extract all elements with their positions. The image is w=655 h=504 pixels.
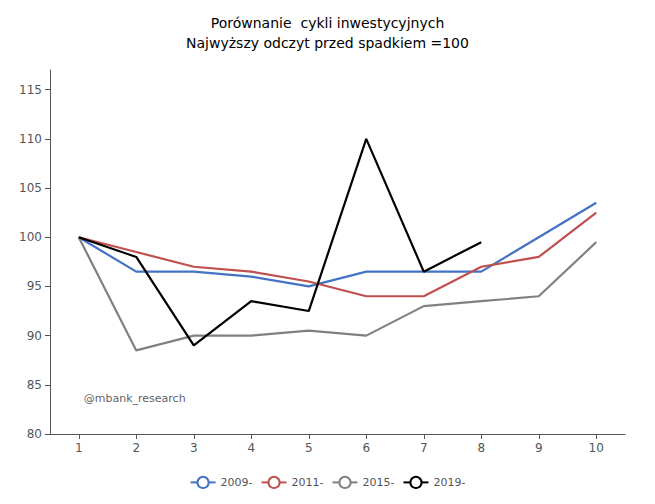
svg-text:@mbank_research: @mbank_research — [84, 392, 186, 405]
svg-text:9: 9 — [535, 441, 543, 455]
svg-text:10: 10 — [589, 441, 604, 455]
svg-text:2011-: 2011- — [292, 476, 324, 489]
svg-text:110: 110 — [19, 132, 42, 146]
svg-text:1: 1 — [75, 441, 83, 455]
svg-text:5: 5 — [305, 441, 313, 455]
svg-text:3: 3 — [190, 441, 198, 455]
svg-text:Porównanie cykli inwestycyjny: Porównanie cykli inwestycyjnych — [211, 15, 445, 31]
svg-text:2: 2 — [132, 441, 140, 455]
svg-text:90: 90 — [27, 329, 42, 343]
svg-text:105: 105 — [19, 181, 42, 195]
svg-text:7: 7 — [420, 441, 428, 455]
svg-text:80: 80 — [27, 427, 42, 441]
svg-text:8: 8 — [477, 441, 485, 455]
svg-text:4: 4 — [247, 441, 255, 455]
svg-text:2009-: 2009- — [221, 476, 253, 489]
svg-text:95: 95 — [27, 279, 42, 293]
svg-text:115: 115 — [19, 83, 42, 97]
svg-text:2015-: 2015- — [363, 476, 395, 489]
svg-text:85: 85 — [27, 378, 42, 392]
svg-text:Najwyższy odczyt przed spadkie: Najwyższy odczyt przed spadkiem =100 — [186, 35, 469, 51]
svg-text:2019-: 2019- — [433, 476, 465, 489]
svg-text:100: 100 — [19, 230, 42, 244]
svg-text:6: 6 — [362, 441, 370, 455]
